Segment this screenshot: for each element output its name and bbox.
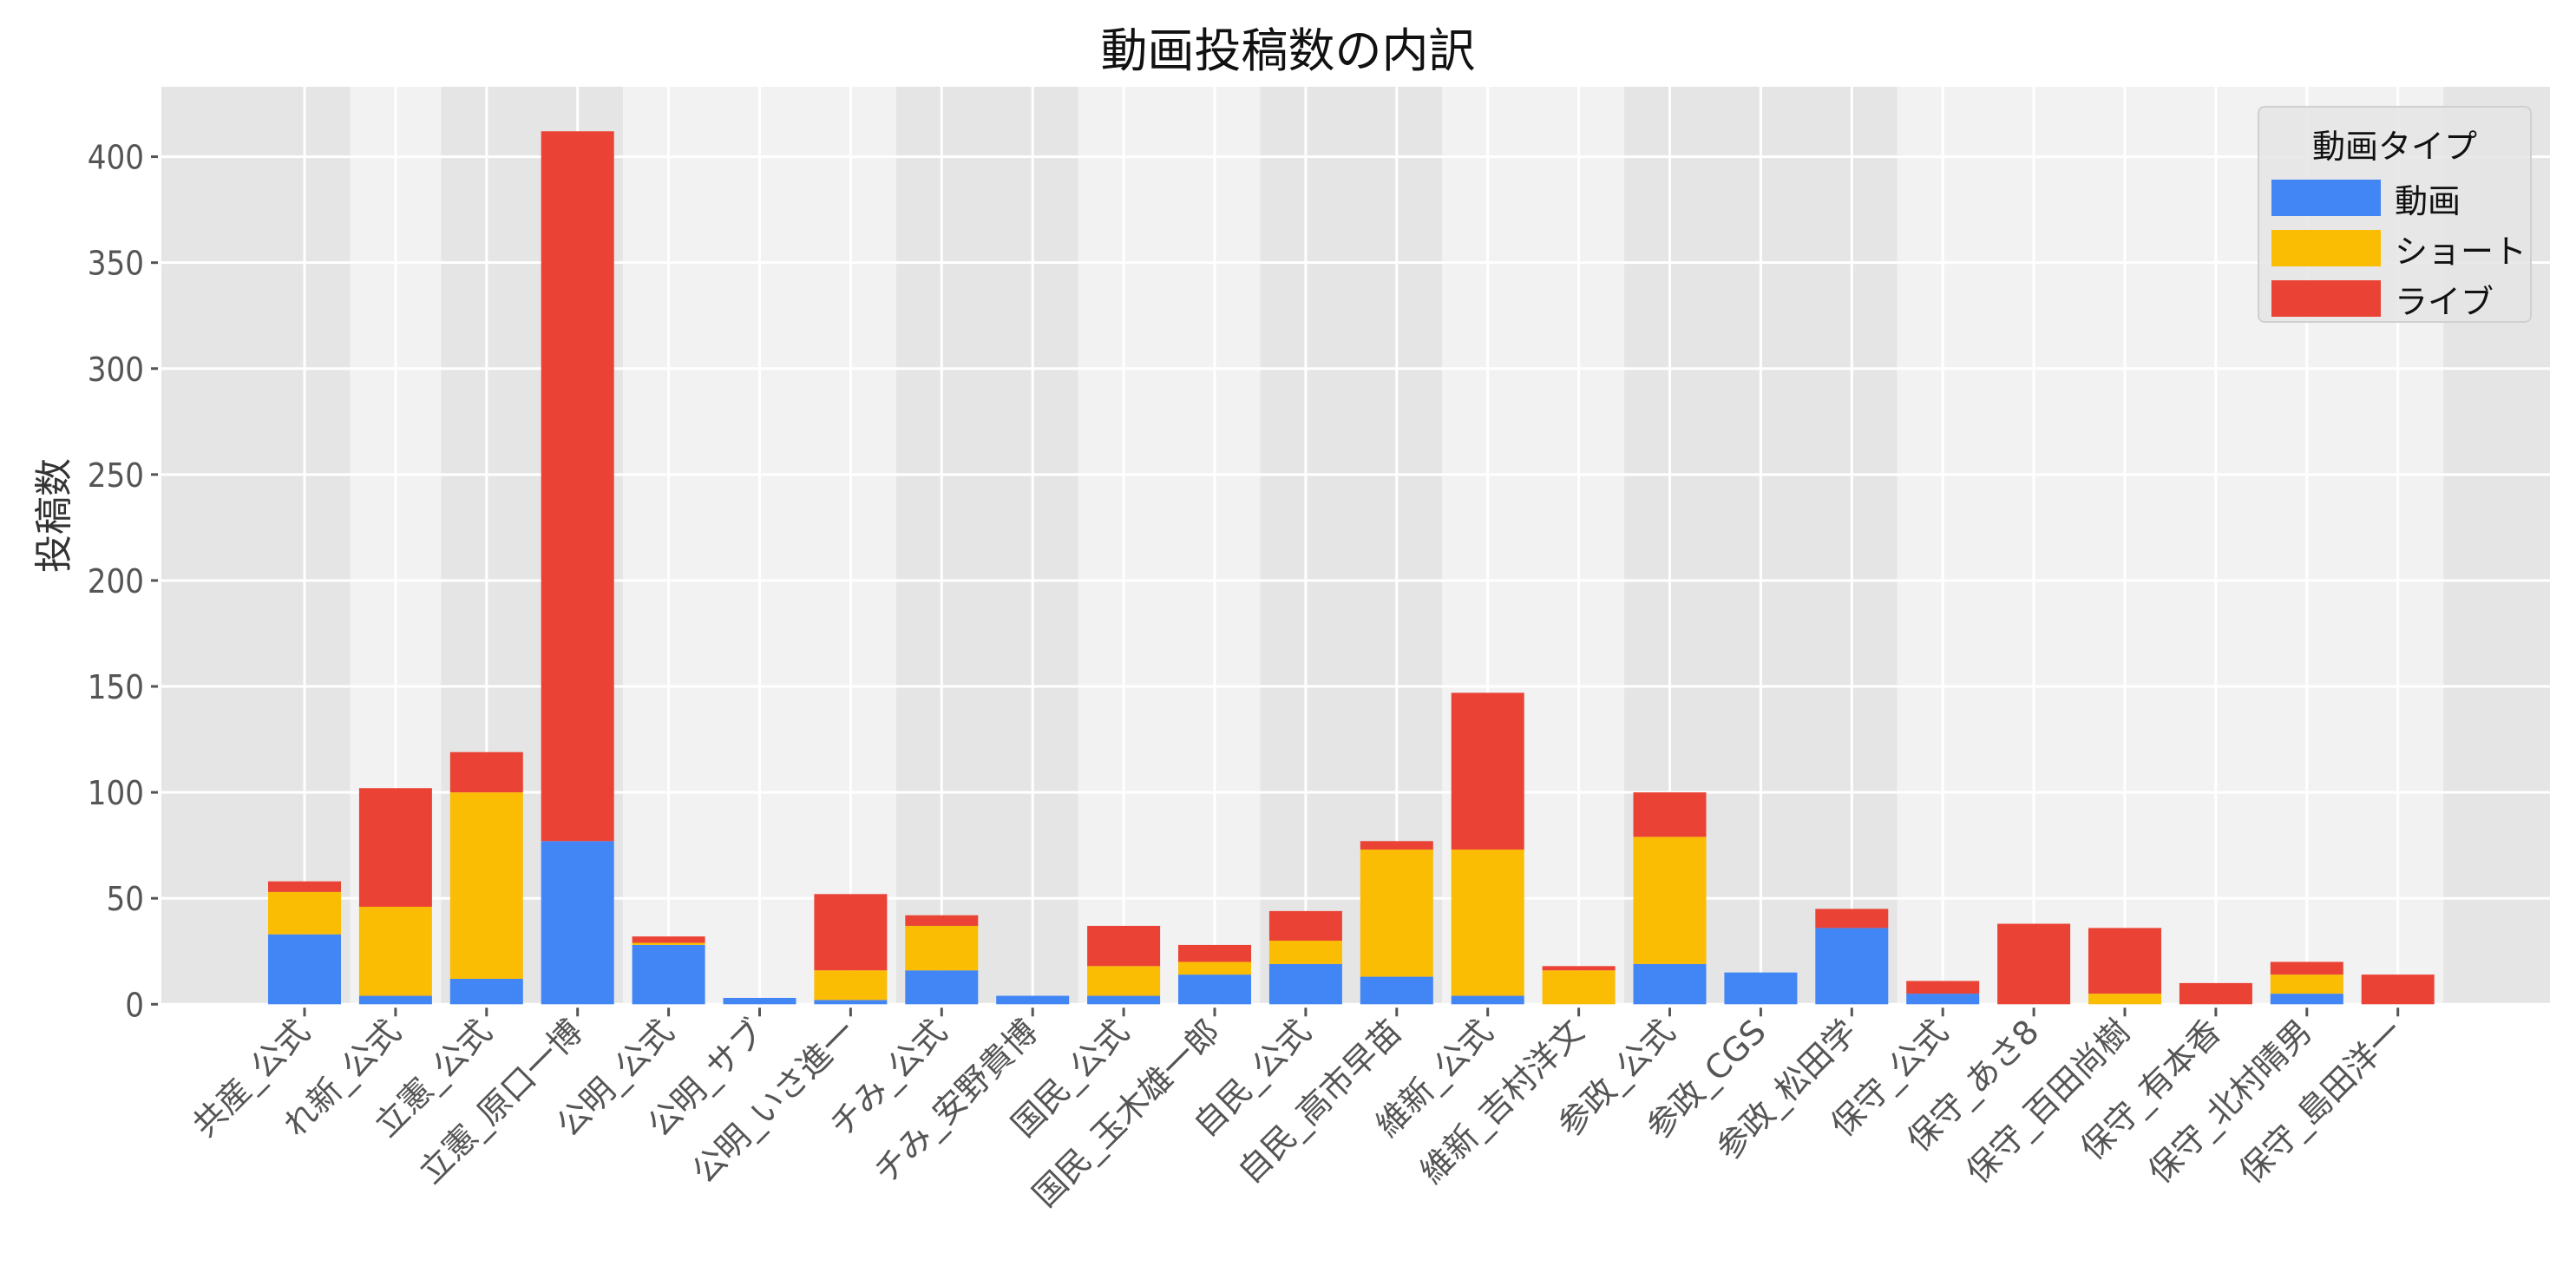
legend-swatch-live xyxy=(2271,280,2381,317)
bar-segment xyxy=(2270,961,2343,975)
bar-segment xyxy=(1268,941,1342,964)
bar-segment xyxy=(358,995,432,1005)
x-tick-label: チみ_安野貴博 xyxy=(867,1013,1045,1191)
x-tick-label: 保守_百田尚樹 xyxy=(1959,1013,2138,1191)
x-tick-label: 立憲_原口一博 xyxy=(411,1013,590,1191)
bar-segment xyxy=(1633,837,1707,964)
legend-item-live: ライブ xyxy=(2271,279,2494,321)
x-tick-label: 保守_島田洋一 xyxy=(2232,1013,2410,1191)
y-tick-label: 200 xyxy=(88,562,144,600)
legend-swatch-short xyxy=(2271,230,2381,266)
bar-segment xyxy=(1178,974,1251,1005)
bar-segment xyxy=(814,894,888,971)
bar-segment xyxy=(905,915,979,926)
background-band xyxy=(161,87,351,1005)
bar-segment xyxy=(1542,970,1616,1005)
legend-item-video: 動画 xyxy=(2271,179,2461,220)
bar-segment xyxy=(723,997,796,1005)
x-tick-label: 維新_吉村洋文 xyxy=(1413,1013,1591,1191)
bar-segment xyxy=(632,942,705,945)
y-tick-label: 100 xyxy=(88,774,144,812)
bar-segment xyxy=(358,906,432,996)
background-band xyxy=(1078,87,1261,1005)
y-tick-label: 400 xyxy=(88,139,144,177)
legend-item-short: ショート xyxy=(2271,229,2527,271)
bar-segment xyxy=(358,788,432,907)
bar-segment xyxy=(1087,966,1161,996)
bar-segment xyxy=(632,944,705,1005)
bar-segment xyxy=(2361,974,2435,1005)
x-tick-label: 自民_高市早苗 xyxy=(1230,1013,1409,1191)
bar-segment xyxy=(2270,974,2343,994)
legend-label: 動画 xyxy=(2395,181,2461,220)
legend-swatch-video xyxy=(2271,180,2381,216)
bar-segment xyxy=(1542,966,1616,971)
y-tick-label: 0 xyxy=(125,986,144,1024)
legend-label: ライブ xyxy=(2395,282,2494,321)
bar-segment xyxy=(1633,963,1707,1005)
bar-segment xyxy=(1360,976,1433,1005)
legend-title: 動画タイプ xyxy=(2311,128,2477,166)
bar-segment xyxy=(449,978,523,1005)
bar-segment xyxy=(449,751,523,793)
bar-segment xyxy=(1360,841,1433,850)
bar-segment xyxy=(268,934,341,1005)
bar-segment xyxy=(268,881,341,892)
y-axis: 0 50 100 150 200 250 300 350 400 xyxy=(88,139,158,1024)
y-tick-label: 50 xyxy=(107,880,145,918)
legend-label: ショート xyxy=(2395,232,2527,271)
y-axis-label: 投稿数 xyxy=(32,458,76,573)
x-axis: 共産_公式れ新_公式立憲_公式立憲_原口一博公明_公式公明_サブ公明_いさ進一チ… xyxy=(185,1007,2410,1214)
bar-segment xyxy=(1360,850,1433,977)
bar-segment xyxy=(1906,994,1980,1005)
y-tick-label: 150 xyxy=(88,668,144,706)
bar-segment xyxy=(2179,982,2252,1005)
bar-segment xyxy=(1633,792,1707,837)
bar-segment xyxy=(2088,994,2161,1005)
bar-segment xyxy=(2270,994,2343,1005)
bar-segment xyxy=(996,995,1070,1005)
bar-segment xyxy=(1815,928,1889,1005)
y-tick-label: 250 xyxy=(88,456,144,495)
background-band xyxy=(895,87,1078,1005)
bar-segment xyxy=(1178,944,1251,962)
legend: 動画タイプ 動画 ショート ライブ xyxy=(2258,106,2532,323)
bar-segment xyxy=(268,891,341,935)
bar-segment xyxy=(1268,963,1342,1005)
bar-segment xyxy=(1087,925,1161,967)
bar-segment xyxy=(2088,928,2161,994)
bar-segment xyxy=(1906,981,1980,994)
bar-segment xyxy=(1268,910,1342,942)
bar-segment xyxy=(632,936,705,943)
bar-stacks xyxy=(268,131,2435,1005)
bar-segment xyxy=(449,792,523,979)
y-tick-label: 350 xyxy=(88,245,144,283)
bar-segment xyxy=(1451,692,1524,850)
bar-segment xyxy=(1451,995,1524,1005)
bar-segment xyxy=(1178,961,1251,975)
bar-segment xyxy=(905,925,979,971)
bar-segment xyxy=(1451,850,1524,996)
x-tick-label: 公明_いさ進一 xyxy=(685,1013,863,1191)
x-tick-label: 保守_北村晴男 xyxy=(2140,1013,2319,1191)
bar-segment xyxy=(1724,972,1798,1005)
bar-segment xyxy=(1815,909,1889,929)
bar-segment xyxy=(905,970,979,1005)
chart-title: 動画投稿数の内訳 xyxy=(1100,23,1476,78)
bar-segment xyxy=(1997,923,2071,1005)
bar-segment xyxy=(1087,995,1161,1005)
bar-segment xyxy=(541,841,614,1005)
bar-segment xyxy=(814,970,888,1001)
y-tick-label: 300 xyxy=(88,351,144,389)
bar-segment xyxy=(541,131,614,842)
bar-segment xyxy=(814,1000,888,1005)
